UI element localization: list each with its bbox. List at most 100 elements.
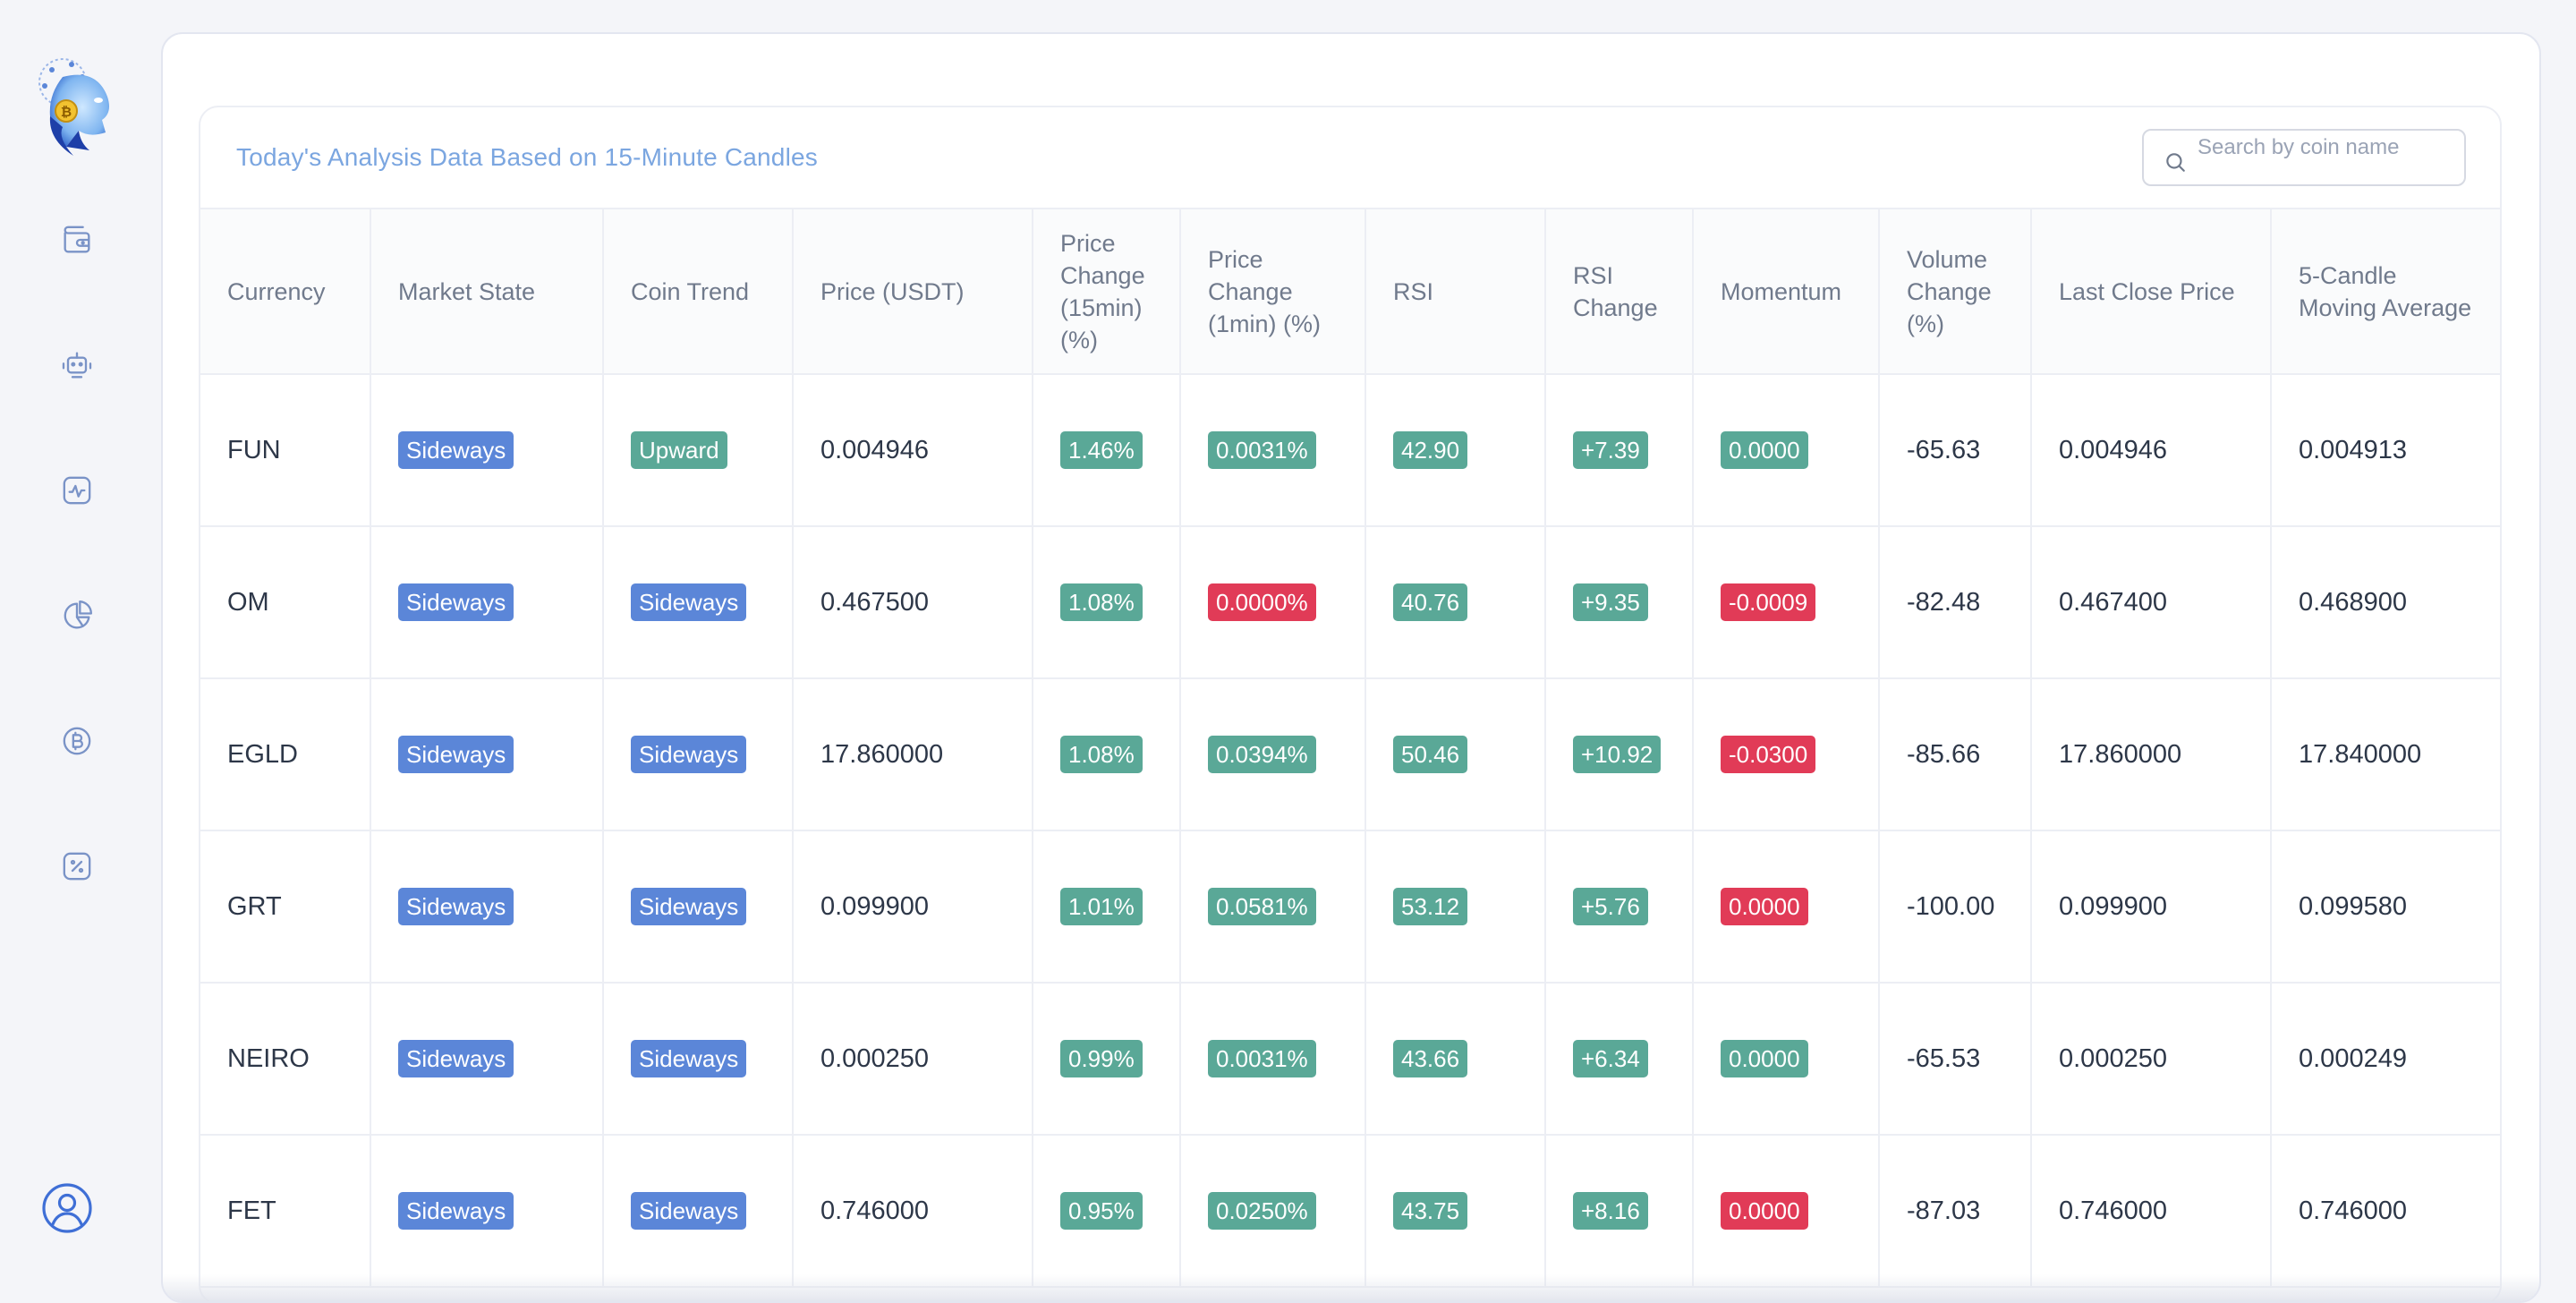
rsi-badge: 53.12 [1393,888,1468,925]
table-row[interactable]: NEIRO Sideways Sideways 0.000250 0.99% 0.0031… [200,983,2500,1136]
search-box[interactable] [2142,129,2466,186]
price-cell: 0.099900 [793,830,1033,984]
table-row[interactable]: FET Sideways Sideways 0.746000 0.95% 0.0250% 4… [200,1135,2500,1288]
momentum-cell: 0.0000 [1693,1135,1880,1288]
rsi-change-badge: +7.39 [1573,431,1648,469]
column-header[interactable]: Volume Change (%) [1879,209,2032,375]
market-state-cell: Sideways [370,526,604,679]
column-header[interactable]: RSI Change [1545,209,1694,375]
currency-cell: EGLD [200,678,371,831]
rsi-change-cell: +10.92 [1545,678,1694,831]
coin-trend-cell: Sideways [603,678,794,831]
table-row[interactable]: FUN Sideways Upward 0.004946 1.46% 0.0031% 42.… [200,374,2500,527]
change-15m-badge: 1.08% [1060,736,1143,773]
search-icon [2164,150,2187,174]
change-1m-badge: 0.0031% [1208,431,1316,469]
market-state-cell: Sideways [370,830,604,984]
change-1m-cell: 0.0031% [1180,983,1366,1136]
coin-trend-cell: Sideways [603,830,794,984]
last-close-cell: 0.746000 [2031,1135,2272,1288]
change-15m-cell: 1.08% [1033,678,1181,831]
change-15m-cell: 0.95% [1033,1135,1181,1288]
change-15m-cell: 1.08% [1033,526,1181,679]
moving-average-cell: 0.468900 [2271,526,2500,679]
currency-cell: NEIRO [200,983,371,1136]
sidebar: ₿ [0,0,154,1270]
column-header[interactable]: Price (USDT) [793,209,1033,375]
rsi-change-badge: +5.76 [1573,888,1648,925]
column-header[interactable]: Coin Trend [603,209,794,375]
table-row[interactable]: GRT Sideways Sideways 0.099900 1.01% 0.0581% 5… [200,830,2500,984]
activity-chart-icon[interactable] [57,471,97,510]
column-header[interactable]: Last Close Price [2031,209,2272,375]
column-header[interactable]: Momentum [1693,209,1880,375]
moving-average-cell: 0.004913 [2271,374,2500,527]
change-15m-badge: 1.46% [1060,431,1143,469]
market-state-cell: Sideways [370,1135,604,1288]
change-15m-badge: 0.95% [1060,1192,1143,1230]
pie-chart-icon[interactable] [57,596,97,635]
currency-cell: FUN [200,374,371,527]
coin-trend-badge: Sideways [631,1192,747,1230]
last-close-cell: 17.860000 [2031,678,2272,831]
volume-change-cell: -65.53 [1879,983,2032,1136]
market-state-badge: Sideways [398,1040,514,1077]
coin-trend-cell: Sideways [603,1135,794,1288]
column-header[interactable]: RSI [1365,209,1546,375]
wallet-icon[interactable] [57,220,97,260]
rsi-cell: 42.90 [1365,374,1546,527]
change-1m-cell: 0.0031% [1180,374,1366,527]
rsi-change-cell: +5.76 [1545,830,1694,984]
momentum-cell: 0.0000 [1693,374,1880,527]
table-row[interactable]: EGLD Sideways Sideways 17.860000 1.08% 0.0394… [200,678,2500,831]
rsi-change-cell: +9.35 [1545,526,1694,679]
column-header[interactable]: 5-Candle Moving Average [2271,209,2500,375]
rsi-change-cell: +7.39 [1545,374,1694,527]
table-body: FUN Sideways Upward 0.004946 1.46% 0.0031% 42.… [200,374,2500,1288]
moving-average-cell: 0.746000 [2271,1135,2500,1288]
rsi-badge: 43.75 [1393,1192,1468,1230]
last-close-cell: 0.099900 [2031,830,2272,984]
rsi-badge: 50.46 [1393,736,1468,773]
user-avatar-icon[interactable] [40,1181,94,1235]
percent-icon[interactable] [57,847,97,886]
price-cell: 0.000250 [793,983,1033,1136]
svg-text:₿: ₿ [61,104,72,120]
market-state-cell: Sideways [370,983,604,1136]
change-15m-cell: 0.99% [1033,983,1181,1136]
column-header[interactable]: Price Change (15min) (%) [1033,209,1181,375]
change-1m-badge: 0.0581% [1208,888,1316,925]
momentum-badge: 0.0000 [1721,888,1808,925]
table-row[interactable]: OM Sideways Sideways 0.467500 1.08% 0.0000% 40… [200,526,2500,679]
rsi-change-badge: +10.92 [1573,736,1662,773]
change-1m-cell: 0.0000% [1180,526,1366,679]
column-header[interactable]: Price Change (1min) (%) [1180,209,1366,375]
rsi-badge: 40.76 [1393,583,1468,621]
currency-cell: FET [200,1135,371,1288]
price-cell: 17.860000 [793,678,1033,831]
rsi-badge: 42.90 [1393,431,1468,469]
momentum-cell: -0.0300 [1693,678,1880,831]
coin-trend-badge: Upward [631,431,727,469]
column-header[interactable]: Market State [370,209,604,375]
volume-change-cell: -65.63 [1879,374,2032,527]
bitcoin-icon[interactable] [57,721,97,761]
momentum-badge: 0.0000 [1721,431,1808,469]
currency-cell: GRT [200,830,371,984]
column-header[interactable]: Currency [200,209,371,375]
change-1m-badge: 0.0250% [1208,1192,1316,1230]
last-close-cell: 0.467400 [2031,526,2272,679]
coin-trend-cell: Upward [603,374,794,527]
momentum-cell: -0.0009 [1693,526,1880,679]
coin-trend-badge: Sideways [631,888,747,925]
coin-trend-cell: Sideways [603,526,794,679]
market-state-badge: Sideways [398,431,514,469]
robot-head-logo[interactable]: ₿ [27,50,131,161]
last-close-cell: 0.004946 [2031,374,2272,527]
search-input[interactable] [2198,134,2457,161]
momentum-badge: 0.0000 [1721,1192,1808,1230]
change-15m-cell: 1.01% [1033,830,1181,984]
rsi-change-cell: +6.34 [1545,983,1694,1136]
market-state-badge: Sideways [398,736,514,773]
robot-icon[interactable] [57,345,97,385]
